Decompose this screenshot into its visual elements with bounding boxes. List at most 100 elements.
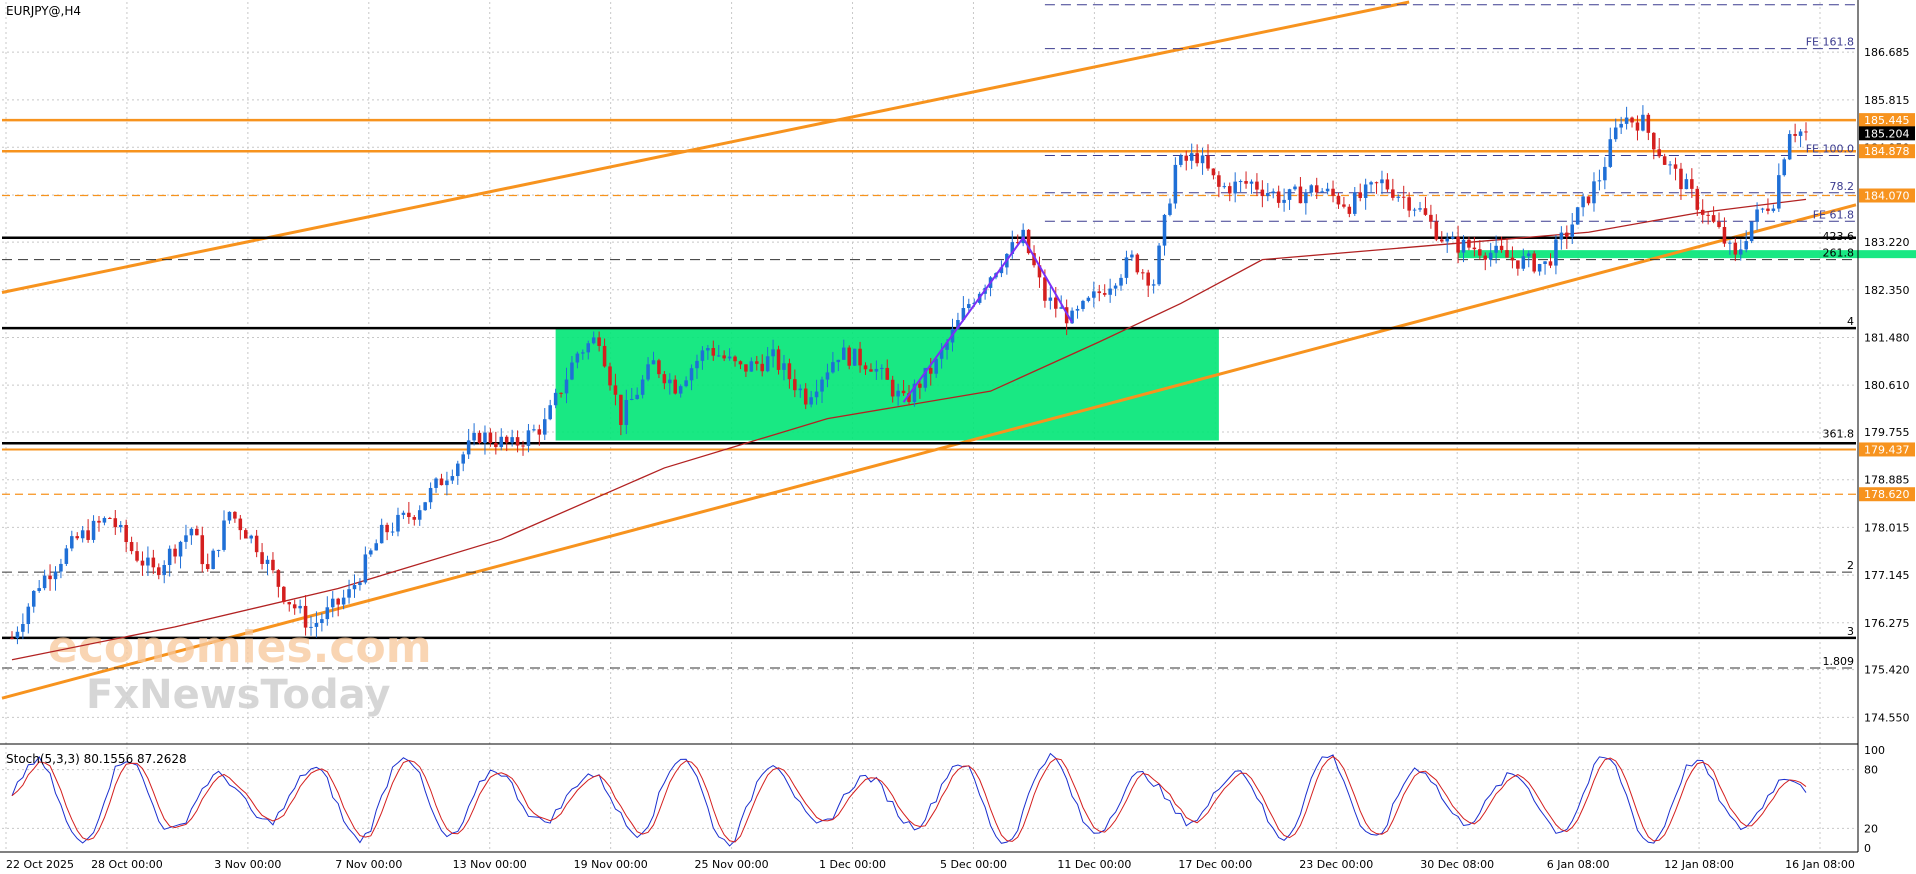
price-tag-label: 185.204 xyxy=(1864,127,1910,140)
stoch-k-line xyxy=(11,752,1807,847)
candle-body xyxy=(847,347,851,366)
candle-body xyxy=(1222,186,1227,188)
candle-body xyxy=(412,517,417,520)
candle-body xyxy=(662,374,667,384)
candle-body xyxy=(59,563,63,572)
candle-body xyxy=(961,308,966,320)
candle-body xyxy=(1532,253,1536,272)
candle-body xyxy=(673,379,678,394)
candle-body xyxy=(624,399,629,425)
candle-body xyxy=(716,355,721,357)
stoch-tick: 0 xyxy=(1864,842,1871,855)
candle-body xyxy=(1048,297,1053,301)
candle-body xyxy=(613,385,618,395)
candle-body xyxy=(1461,239,1466,253)
candle-body xyxy=(1728,242,1732,244)
x-tick-label: 16 Jan 08:00 xyxy=(1785,858,1855,871)
candle-body xyxy=(151,557,156,568)
candle-body xyxy=(793,379,797,391)
candle-body xyxy=(303,605,308,628)
candle-body xyxy=(1586,196,1591,204)
candle-body xyxy=(238,518,243,531)
candle-body xyxy=(1059,307,1063,309)
candle-body xyxy=(91,520,96,540)
candle-body xyxy=(1423,208,1428,215)
candle-body xyxy=(1195,153,1199,164)
candle-body xyxy=(1184,155,1189,161)
candle-body xyxy=(1135,254,1140,273)
fib-label: 2 xyxy=(1847,559,1854,572)
candle-body xyxy=(1342,204,1346,207)
candle-body xyxy=(1635,122,1640,131)
price-tag-label: 178.620 xyxy=(1864,488,1910,501)
candle-body xyxy=(222,520,226,550)
candle-body xyxy=(243,530,248,539)
candle-body xyxy=(1608,139,1613,167)
y-tick-label: 178.885 xyxy=(1864,474,1910,487)
price-tag xyxy=(1859,113,1915,128)
candle-body xyxy=(814,391,819,398)
candle-body xyxy=(162,565,166,575)
symbol-title: EURJPY@,H4 xyxy=(6,4,82,18)
candle-body xyxy=(820,379,824,392)
candle-body xyxy=(640,379,645,395)
candle-body xyxy=(15,631,20,639)
candle-body xyxy=(233,511,237,519)
price-axis: 186.685185.815184.950184.080183.220182.3… xyxy=(1857,0,1915,852)
candle-body xyxy=(1227,186,1232,194)
candle-body xyxy=(450,476,455,481)
candle-body xyxy=(1293,186,1297,190)
x-tick-label: 30 Dec 08:00 xyxy=(1420,858,1494,871)
candle-body xyxy=(521,445,525,447)
candle-body xyxy=(1304,192,1308,204)
support-zones xyxy=(555,250,1916,441)
candle-body xyxy=(1325,188,1330,192)
candle-body xyxy=(1260,189,1265,197)
candle-body xyxy=(896,390,900,397)
candle-body xyxy=(575,353,580,363)
candle-body xyxy=(211,550,215,569)
lower-trendline xyxy=(1,203,1857,700)
candle-body xyxy=(803,388,808,405)
candle-body xyxy=(10,637,14,639)
candle-body xyxy=(706,348,710,351)
candle-body xyxy=(1347,206,1352,214)
fib-label: 361.8 xyxy=(1823,428,1855,441)
candle-body xyxy=(1168,203,1172,215)
candle-body xyxy=(684,380,688,387)
y-tick-label: 177.145 xyxy=(1864,569,1910,582)
candle-body xyxy=(227,511,232,521)
candle-body xyxy=(1238,181,1243,183)
candle-body xyxy=(173,548,177,557)
candle-body xyxy=(1613,127,1618,140)
candle-body xyxy=(1086,297,1091,301)
candle-body xyxy=(352,585,357,590)
candle-body xyxy=(157,567,161,575)
candle-body xyxy=(1271,191,1276,193)
candle-body xyxy=(1140,272,1145,274)
price-tag-label: 179.437 xyxy=(1864,443,1910,456)
candle-body xyxy=(86,530,90,540)
candle-body xyxy=(423,502,427,511)
candle-body xyxy=(1782,159,1787,176)
candle-body xyxy=(1690,179,1694,189)
y-tick-label: 182.350 xyxy=(1864,284,1910,297)
candle-body xyxy=(1363,184,1368,198)
candle-body xyxy=(1559,232,1564,240)
candle-body xyxy=(390,531,395,533)
x-tick-label: 3 Nov 00:00 xyxy=(214,858,281,871)
candle-body xyxy=(602,345,607,367)
candle-body xyxy=(401,512,406,515)
candle-body xyxy=(1010,242,1015,254)
candle-body xyxy=(1597,180,1602,182)
candle-body xyxy=(1081,300,1085,309)
candle-body xyxy=(776,349,781,370)
candle-body xyxy=(749,361,754,372)
candle-body xyxy=(113,518,118,528)
candle-body xyxy=(445,480,449,486)
price-tag xyxy=(1859,487,1915,502)
candle-body xyxy=(260,552,264,564)
candle-body xyxy=(1189,153,1194,161)
candle-body xyxy=(31,590,36,607)
candle-body xyxy=(1521,256,1526,269)
